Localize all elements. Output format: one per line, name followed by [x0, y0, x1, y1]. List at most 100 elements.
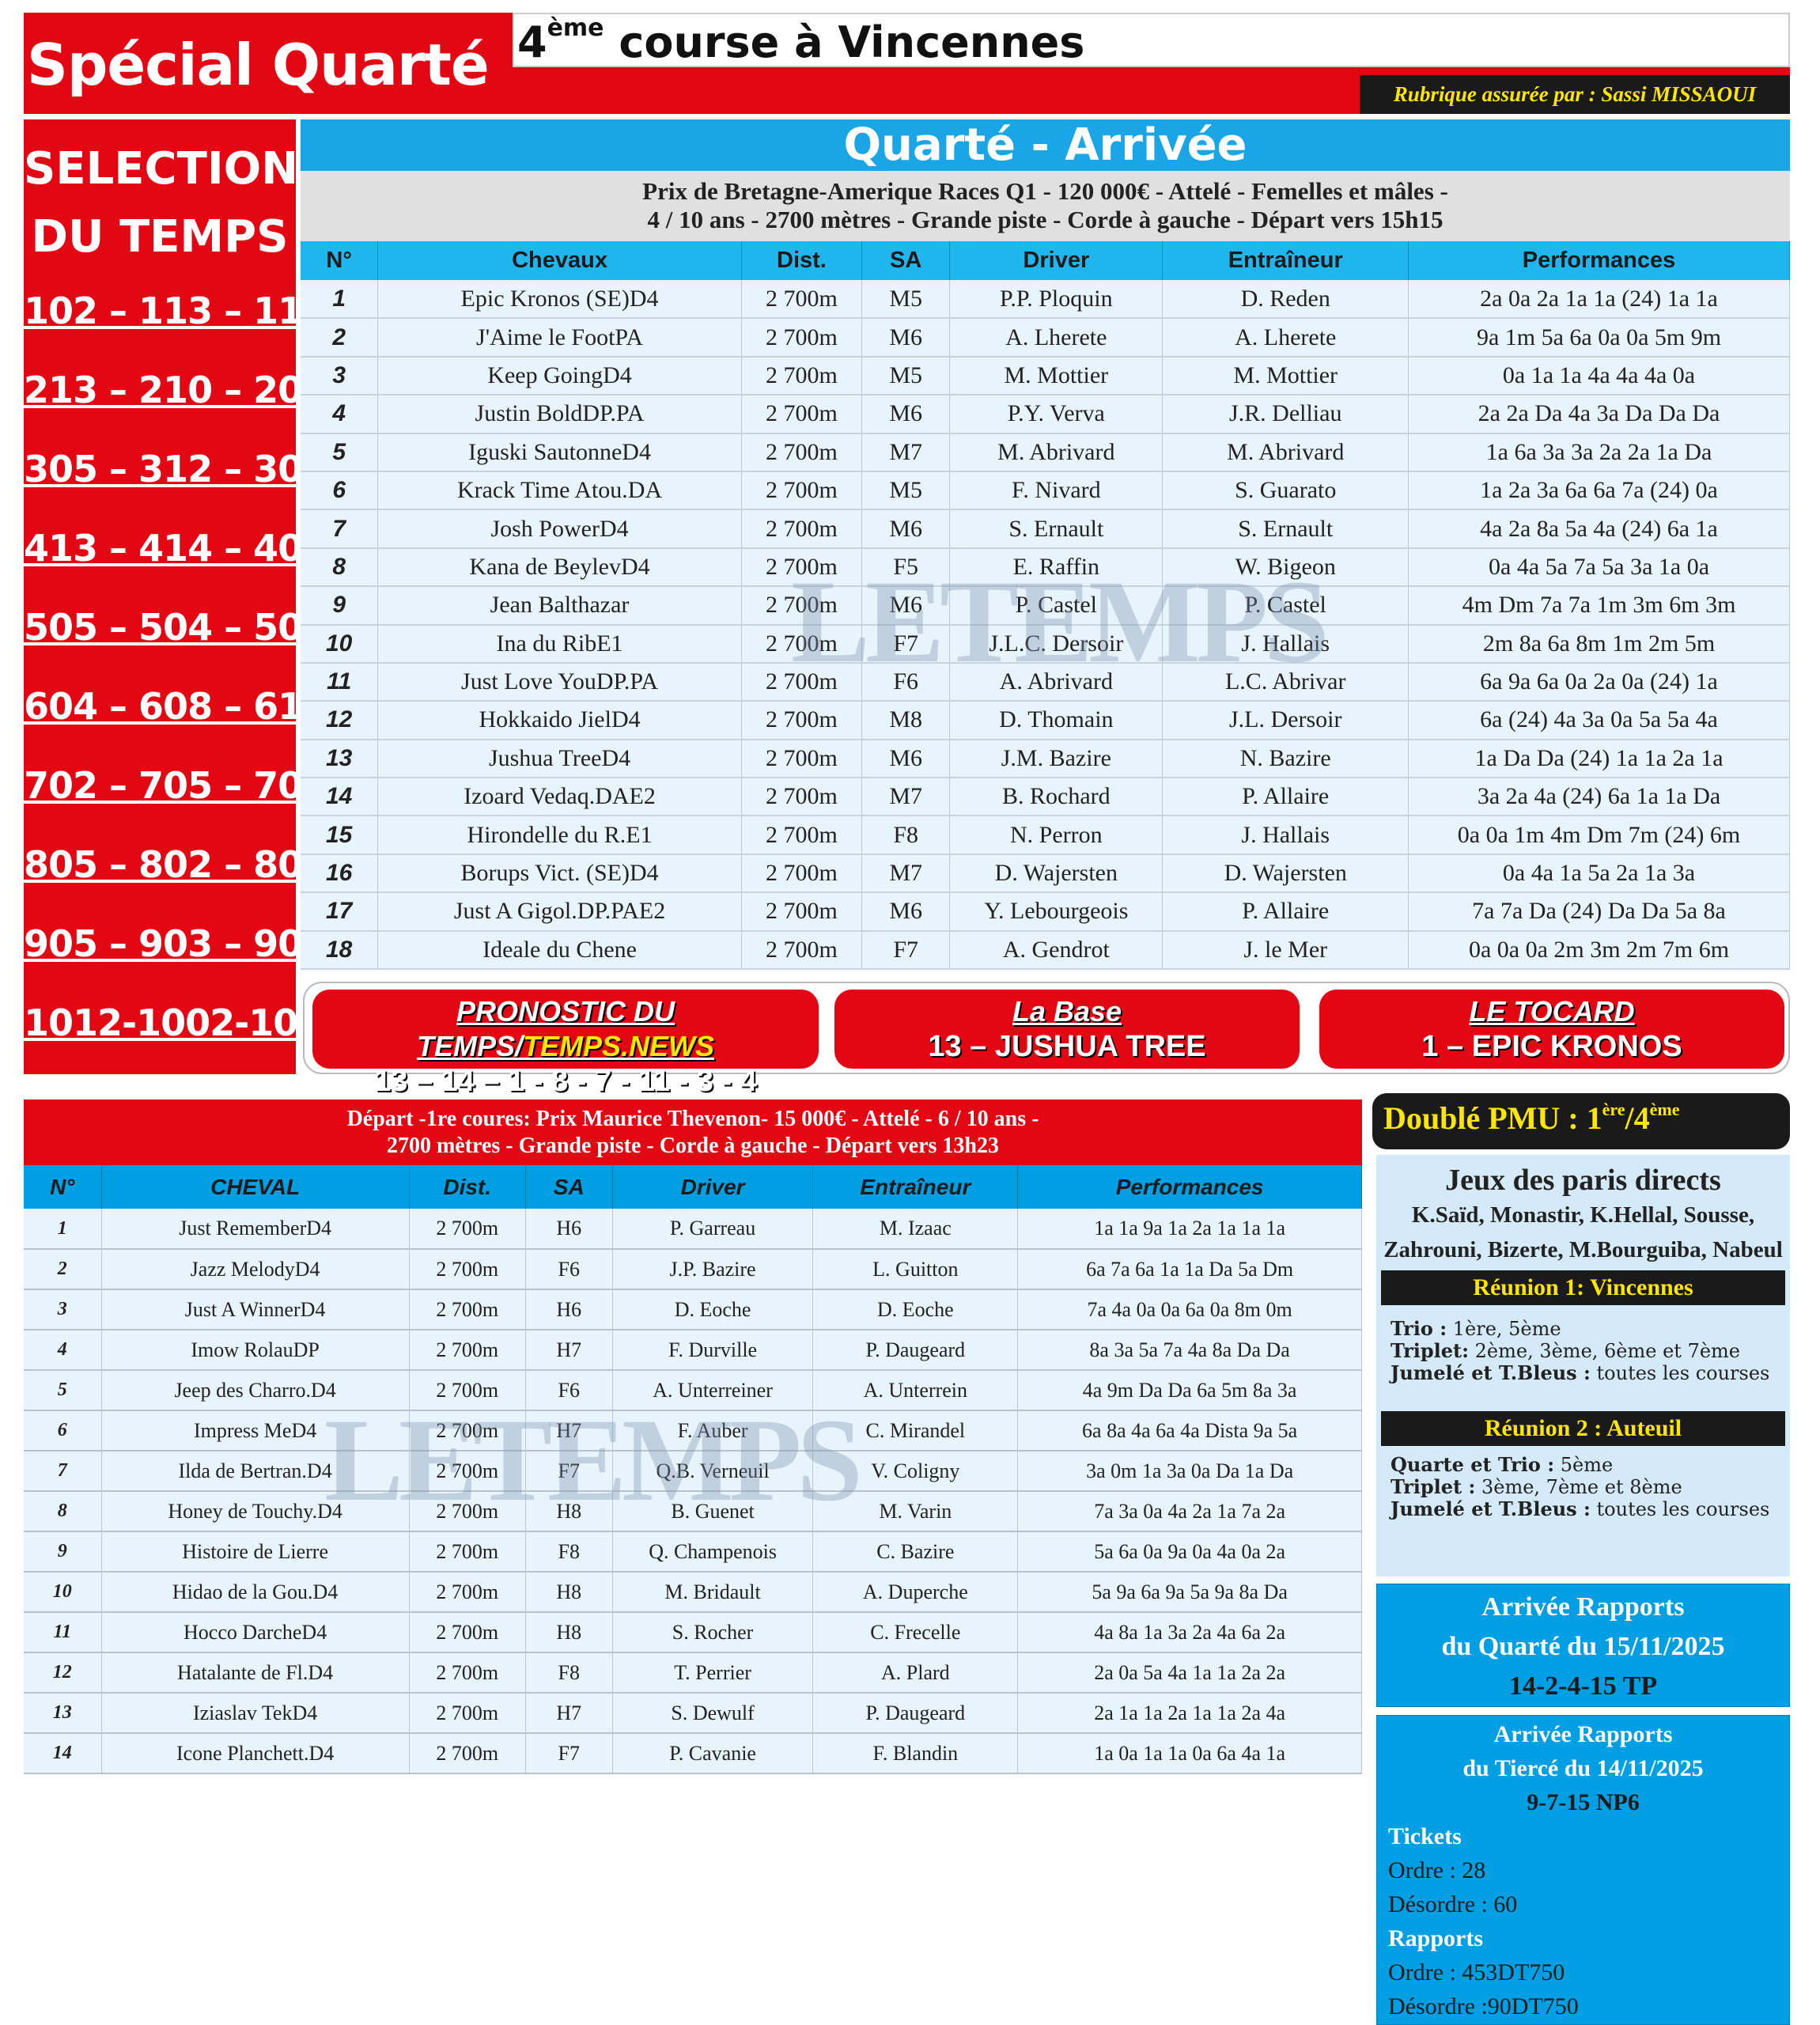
table-row: 1 Just RememberD4 2 700m H6 P. Garreau M. Iza…	[24, 1209, 1362, 1250]
table-cell: N. Bazire	[1162, 739, 1409, 779]
table-cell: 2 700m	[741, 778, 863, 817]
table-cell: J.L.C. Dersoir	[949, 624, 1164, 664]
quarte-table: N° Chevaux Dist. SA Driver Entraîneur Performa…	[301, 241, 1790, 971]
table-cell: 0a 0a 1m 4m Dm 7m (24) 6m	[1408, 816, 1790, 855]
race-info-line: 4 / 10 ans - 2700 mètres - Grande piste …	[647, 206, 1444, 233]
table-cell: J.R. Delliau	[1162, 395, 1409, 434]
table-cell: Just RememberD4	[101, 1209, 410, 1250]
selection-item: 505 – 504 – 508	[24, 606, 327, 649]
column-header: SA	[525, 1165, 613, 1209]
quarte-race-info: Prix de Bretagne-Amerique Races Q1 - 120…	[301, 171, 1790, 241]
table-cell: P. Castel	[949, 586, 1164, 626]
table-cell: P. Daugeard	[812, 1693, 1019, 1734]
table-cell: H8	[525, 1612, 613, 1653]
cities-line: K.Saïd, Monastir, K.Hellal, Sousse,	[1411, 1202, 1755, 1228]
table-row: 9 Jean Balthazar 2 700m M6 P. Castel P. Caste…	[301, 586, 1790, 626]
selection-item: 102 – 113 – 111	[24, 290, 327, 332]
table-cell: M7	[861, 433, 951, 472]
table-cell: F7	[525, 1733, 613, 1774]
table-cell: P. Garreau	[612, 1209, 814, 1250]
sidebar-title: SELECTION DU TEMPS	[24, 119, 298, 271]
table-cell: 6a 8a 4a 6a 4a Dista 9a 5a	[1017, 1410, 1362, 1452]
table-cell: 9	[24, 1531, 102, 1573]
result-title: Arrivée Rapports	[1493, 1721, 1673, 1747]
table-cell: 4m Dm 7a 7a 1m 3m 6m 3m	[1408, 586, 1790, 626]
table-row: 14 Izoard Vedaq.DAE2 2 700m M7 B. Rochard P. …	[301, 778, 1790, 817]
selection-item: 805 – 802 – 803	[24, 843, 327, 886]
table-cell: 0a 1a 1a 4a 4a 4a 0a	[1408, 356, 1790, 396]
table-cell: Josh PowerD4	[377, 509, 742, 549]
table-cell: Kana de BeylevD4	[377, 547, 742, 588]
race-info-line: Prix de Bretagne-Amerique Races Q1 - 120…	[642, 177, 1448, 205]
table-cell: 2a 2a Da 4a 3a Da Da Da	[1408, 395, 1790, 434]
column-header: Dist.	[741, 241, 863, 280]
table-cell: M5	[861, 356, 951, 396]
table-cell: 2 700m	[741, 739, 863, 779]
table-cell: 2 700m	[409, 1733, 526, 1774]
table-cell: 12	[301, 701, 379, 740]
table-cell: 1	[301, 280, 379, 320]
pronostic-site: TEMPS.NEWS	[523, 1030, 715, 1062]
table-cell: Epic Kronos (SE)D4	[377, 280, 742, 320]
reunion-2-lines: Quarte et Trio : 5ème Triplet : 3ème, 7èm…	[1376, 1449, 1790, 1525]
result-date: du Tiercé du 14/11/2025	[1462, 1755, 1704, 1781]
table-cell: C. Frecelle	[812, 1612, 1019, 1653]
table-cell: V. Coligny	[812, 1451, 1019, 1492]
table-row: 5 Jeep des Charro.D4 2 700m F6 A. Unterreine…	[24, 1370, 1362, 1411]
table-cell: 16	[301, 854, 379, 894]
table-cell: 4	[301, 395, 379, 434]
bet-line: Trio : 1ère, 5ème	[1376, 1318, 1790, 1341]
table-cell: S. Guarato	[1162, 471, 1409, 511]
table-cell: Histoire de Lierre	[101, 1531, 410, 1573]
table-cell: Impress MeD4	[101, 1410, 410, 1452]
table-cell: 9	[301, 586, 379, 626]
table-cell: P. Allaire	[1162, 892, 1409, 932]
rapports-ordre: Ordre : 453DT750	[1388, 1959, 1565, 1985]
table-cell: Q.B. Verneuil	[612, 1451, 814, 1492]
table-cell: H7	[525, 1693, 613, 1734]
table-cell: Justin BoldDP.PA	[377, 395, 742, 434]
tocard-label: LE TOCARD	[1469, 995, 1635, 1028]
table-cell: 10	[24, 1572, 102, 1613]
table-cell: 11	[301, 662, 379, 702]
table-cell: P.P. Ploquin	[949, 280, 1164, 320]
table-cell: 2 700m	[741, 662, 863, 702]
table-cell: 7a 4a 0a 0a 6a 0a 8m 0m	[1017, 1289, 1362, 1330]
table-cell: Just A Gigol.DP.PAE2	[377, 892, 742, 932]
first-race-info: Départ -1re coures: Prix Maurice Theveno…	[24, 1100, 1362, 1165]
table-cell: A. Lherete	[949, 318, 1164, 358]
table-cell: 2a 0a 2a 1a 1a (24) 1a 1a	[1408, 280, 1790, 320]
table-cell: 2 700m	[741, 471, 863, 511]
table-row: 16 Borups Vict. (SE)D4 2 700m M7 D. Wajerste…	[301, 854, 1790, 894]
table-cell: 2 700m	[409, 1249, 526, 1290]
table-cell: W. Bigeon	[1162, 547, 1409, 588]
table-row: 6 Impress MeD4 2 700m H7 F. Auber C. Mirandel…	[24, 1410, 1362, 1452]
table-cell: M. Izaac	[812, 1209, 1019, 1250]
column-header: CHEVAL	[101, 1165, 410, 1209]
table-cell: 1a 2a 3a 6a 6a 7a (24) 0a	[1408, 471, 1790, 511]
pronostic-label-text: PRONOSTIC DU TEMPS/	[416, 995, 675, 1062]
table-cell: Jean Balthazar	[377, 586, 742, 626]
table-cell: H8	[525, 1572, 613, 1613]
base-value: 13 – JUSHUA TREE	[928, 1030, 1206, 1063]
table-cell: 5a 9a 6a 9a 5a 9a 8a Da	[1017, 1572, 1362, 1613]
table-cell: 8	[24, 1491, 102, 1532]
page-title: Spécial Quarté	[24, 13, 513, 114]
selection-item: 1012-1002-1008	[24, 1001, 347, 1044]
table-cell: F8	[861, 816, 951, 855]
tickets-ordre: Ordre : 28	[1388, 1857, 1486, 1883]
table-cell: A. Duperche	[812, 1572, 1019, 1613]
table-cell: A. Lherete	[1162, 318, 1409, 358]
column-header: Dist.	[409, 1165, 526, 1209]
direct-bets-title: Jeux des paris directs	[1445, 1164, 1721, 1197]
table-cell: 2 700m	[741, 395, 863, 434]
table-cell: 2 700m	[409, 1652, 526, 1694]
table-cell: 2 700m	[409, 1209, 526, 1250]
table-cell: Hidao de la Gou.D4	[101, 1572, 410, 1613]
table-cell: 6a 7a 6a 1a 1a Da 5a Dm	[1017, 1249, 1362, 1290]
table-cell: 7a 7a Da (24) Da Da 5a 8a	[1408, 892, 1790, 932]
column-header: N°	[24, 1165, 102, 1209]
table-cell: Hatalante de Fl.D4	[101, 1652, 410, 1694]
table-cell: A. Unterreiner	[612, 1370, 814, 1411]
base-box: La Base 13 – JUSHUA TREE	[834, 990, 1300, 1069]
